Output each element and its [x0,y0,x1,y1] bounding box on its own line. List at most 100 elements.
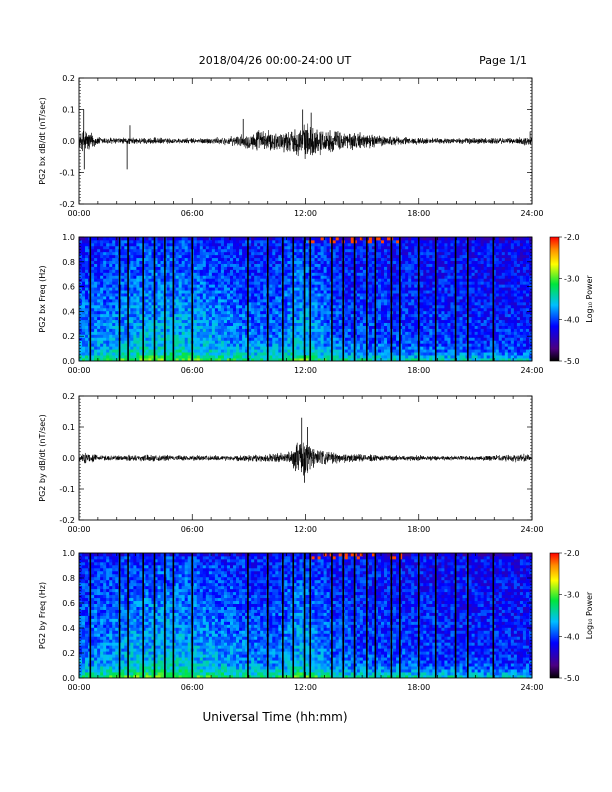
spectrogram-cell [239,322,243,326]
spectrogram-cell [371,307,376,312]
spectrogram-cell [359,331,364,335]
spectrogram-cell [172,237,177,241]
spectrogram-cell [414,349,418,353]
spectrogram-cell [381,346,385,350]
spectrogram-cell [384,358,388,361]
spectrogram-cell [311,239,315,244]
spectrogram-cell [402,307,406,312]
spectrogram-cell [205,269,210,273]
spectrogram-cell [121,281,125,285]
spectrogram-cell [323,269,328,273]
spectrogram-cell [368,245,373,250]
spectrogram-cell [136,346,140,350]
spectrogram-cell [317,293,321,297]
spectrogram-cell [133,278,137,282]
spectrogram-cell [175,307,180,312]
spectrogram-cell [387,296,391,300]
spectrogram-cell [166,284,170,288]
spectrogram-cell [374,304,379,309]
spectrogram-cell [251,343,255,347]
spectrogram-cell [169,352,174,356]
spectrogram-cell [217,355,222,359]
spectrogram-cell [353,242,358,247]
x-tick-label: 00:00 [67,209,90,218]
spectrogram-cell [290,278,294,282]
spectrogram-cell [127,319,131,324]
spectrogram-cell [187,257,192,262]
spectrogram-cell [245,352,249,356]
spectrogram-cell [130,251,134,256]
spectrogram-cell [145,325,149,329]
spectrogram-cell [387,325,391,329]
spectrogram-cell [359,301,364,306]
spectrogram-cell [208,290,213,294]
spectrogram-cell [402,319,406,324]
spectrogram-cell [154,301,158,306]
spectrogram-cell [377,331,382,335]
spectrogram-cell [381,269,385,273]
spectrogram-cell [296,307,300,312]
spectrogram-cell [217,245,222,250]
spectrogram-cell [178,340,183,344]
spectrogram-cell [381,316,385,321]
spectrogram-cell [384,242,388,247]
spectrogram-cell [311,237,315,241]
spectrogram-cell [405,310,409,315]
spectrogram-cell [127,269,131,273]
spectrogram-cell [387,266,391,270]
spectrogram-cell [211,301,216,306]
spectrogram-cell [420,287,424,291]
spectrogram-cell [202,343,207,347]
spectrogram-cell [145,269,149,273]
spectrogram-cell [359,281,364,285]
spectrogram-cell [166,328,170,332]
spectrogram-cell [353,352,358,356]
spectrogram-cell [353,275,358,279]
spectrogram-cell [233,340,237,344]
spectrogram-cell [172,340,177,344]
spectrogram-cell [269,307,273,312]
spectrogram-cell [217,287,222,291]
spectrogram-cell [278,269,282,273]
spectrogram-cell [196,301,201,306]
spectrogram-cell [151,343,155,347]
spectrogram-cell [139,245,143,250]
spectrogram-cell [187,290,192,294]
spectrogram-cell [109,331,113,335]
spectrogram-cell [148,316,152,321]
spectrogram-cell [124,272,128,276]
spectrogram-cell [284,328,288,332]
spectrogram-cell [127,299,131,303]
spectrogram-cell [172,304,177,309]
spectrogram-cell [154,358,158,361]
spectrogram-cell [220,293,225,297]
spectrogram-cell [97,239,101,244]
spectrogram-cell [100,340,104,344]
spectrogram-cell [411,248,415,253]
spectrogram-cell [178,284,183,288]
spectrogram-cell [106,313,110,318]
spectrogram-cell [384,251,388,256]
spectrogram-cell [160,284,164,288]
spectrogram-cell [356,254,361,259]
spectrogram-cell [396,287,400,291]
spectrogram-cell [142,352,146,356]
spectrogram-cell [154,263,158,267]
spectrogram-cell [290,281,294,285]
spectrogram-cell [332,313,337,318]
spectrogram-cell [381,352,385,356]
spectrogram-cell [332,293,337,297]
spectrogram-cell [239,237,243,241]
spectrogram-cell [196,319,201,324]
spectrogram-cell [142,328,146,332]
spectrogram-cell [423,278,427,282]
spectrogram-cell [296,248,300,253]
spectrogram-cell [320,322,325,326]
spectrogram-cell [193,284,198,288]
spectrogram-cell [220,322,225,326]
spectrogram-cell [193,242,198,247]
spectrogram-cell [202,328,207,332]
spectrogram-cell [260,239,264,244]
spectrogram-cell [293,296,297,300]
spectrogram-cell [233,319,237,324]
